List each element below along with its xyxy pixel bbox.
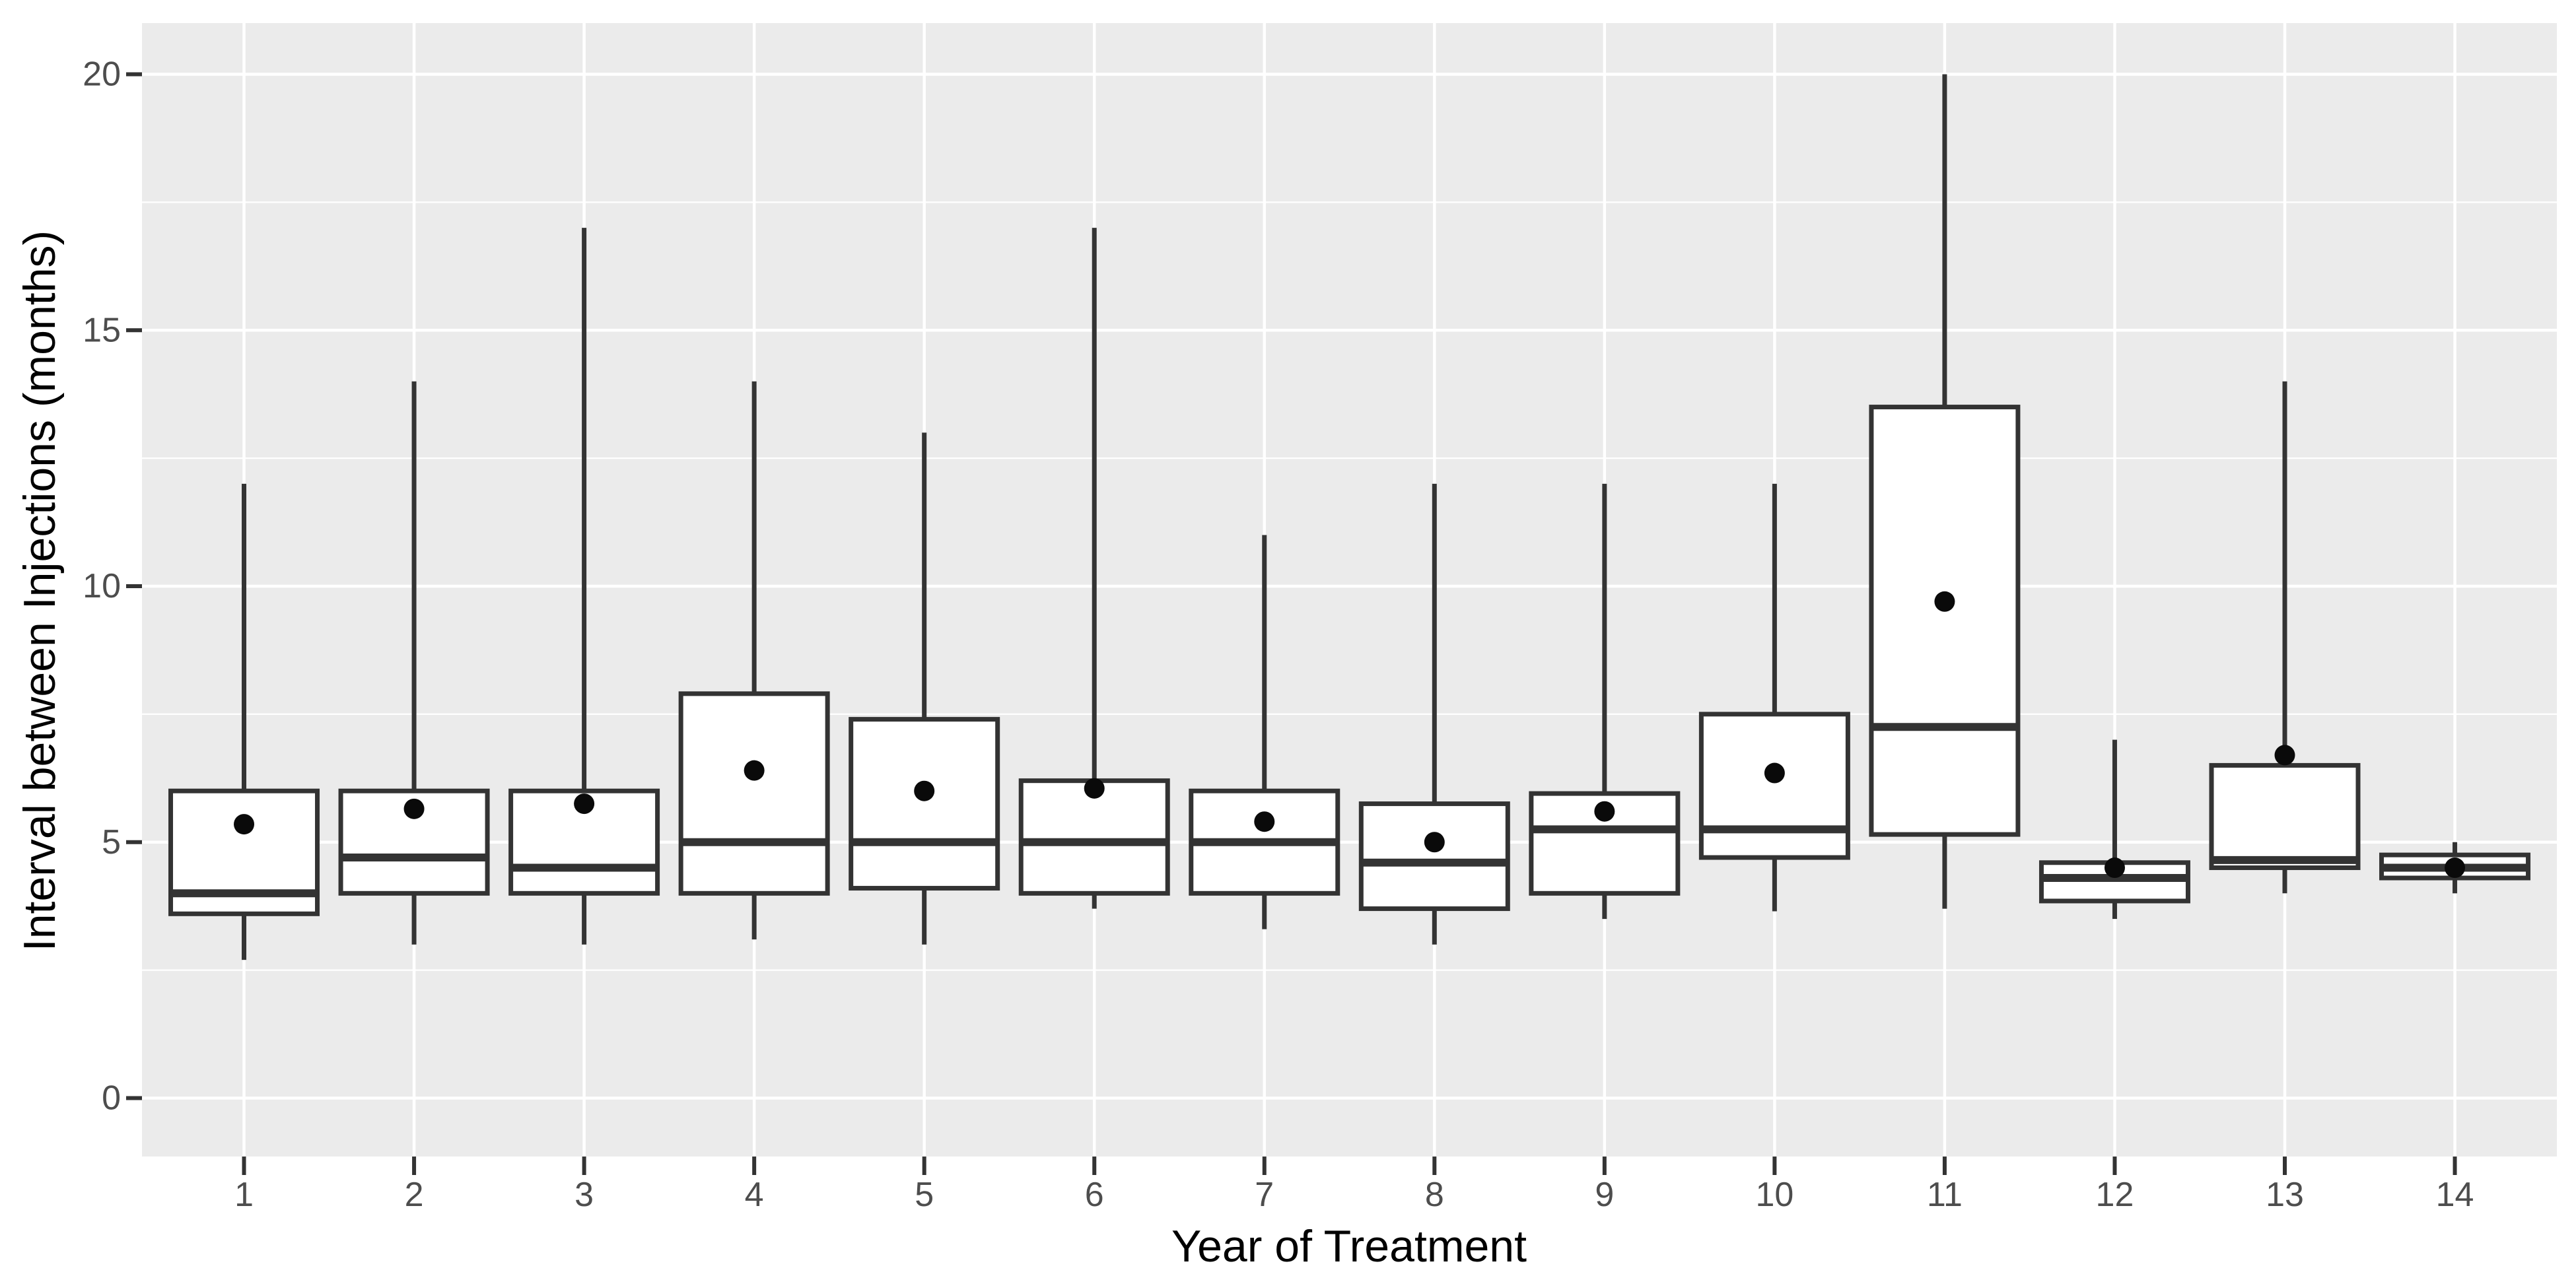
boxplot-year-14 [2379, 842, 2531, 894]
y-tick-label-5: 5 [102, 823, 121, 861]
x-tick-label-2: 2 [405, 1176, 424, 1214]
y-tick-label-10: 10 [83, 567, 121, 605]
panel-background [142, 23, 2557, 1157]
mean-dot-6 [1084, 778, 1105, 799]
boxplot-year-13 [2209, 381, 2361, 894]
boxplot-year-3 [508, 228, 660, 945]
mean-dot-7 [1254, 811, 1275, 832]
mean-dot-14 [2445, 857, 2466, 879]
boxplot-year-1 [168, 483, 320, 960]
y-tick-label-15: 15 [83, 311, 121, 349]
mean-dot-8 [1424, 832, 1445, 853]
x-tick-label-4: 4 [745, 1176, 764, 1214]
boxplot-year-10 [1698, 483, 1850, 912]
iqr-box-10 [1698, 712, 1850, 860]
x-tick-label-11: 11 [1927, 1176, 1963, 1214]
x-tick-label-1: 1 [234, 1176, 254, 1214]
boxplot-year-8 [1358, 483, 1510, 945]
mean-dot-10 [1764, 762, 1785, 784]
x-tick-label-12: 12 [2096, 1176, 2134, 1214]
x-tick-label-5: 5 [915, 1176, 934, 1214]
mean-dot-5 [914, 780, 935, 801]
boxplot-year-2 [338, 381, 490, 945]
iqr-box-13 [2209, 762, 2361, 871]
x-tick-label-10: 10 [1755, 1176, 1793, 1214]
mean-dot-1 [234, 814, 255, 835]
boxplot-year-5 [849, 432, 1000, 945]
boxplot-year-11 [1869, 74, 2021, 909]
x-tick-label-13: 13 [2266, 1176, 2304, 1214]
iqr-box-4 [678, 691, 830, 896]
y-tick-label-0: 0 [102, 1079, 121, 1118]
boxplot-year-7 [1189, 535, 1340, 929]
mean-dot-4 [744, 760, 765, 781]
iqr-box-8 [1358, 801, 1510, 912]
iqr-box-5 [849, 717, 1000, 891]
mean-dot-2 [403, 798, 425, 819]
mean-dot-9 [1594, 801, 1615, 822]
mean-dot-3 [574, 793, 595, 815]
y-axis-title: Interval between Injections (months) [15, 230, 65, 951]
y-tick-label-20: 20 [83, 55, 121, 94]
boxplot-year-6 [1018, 228, 1170, 909]
mean-dot-13 [2274, 745, 2295, 766]
boxplot-series [168, 74, 2531, 960]
x-tick-label-8: 8 [1425, 1176, 1444, 1214]
x-tick-label-6: 6 [1085, 1176, 1104, 1214]
x-tick-label-14: 14 [2436, 1176, 2474, 1214]
x-tick-label-7: 7 [1255, 1176, 1274, 1214]
x-tick-label-9: 9 [1595, 1176, 1614, 1214]
iqr-box-11 [1869, 405, 2021, 837]
x-tick-label-3: 3 [574, 1176, 594, 1214]
mean-dot-12 [2104, 857, 2125, 879]
boxplot-year-4 [678, 381, 830, 940]
x-axis-title: Year of Treatment [1171, 1221, 1527, 1271]
mean-dot-11 [1934, 591, 1955, 612]
boxplot-year-9 [1529, 483, 1681, 920]
boxplot-year-12 [2038, 739, 2190, 920]
